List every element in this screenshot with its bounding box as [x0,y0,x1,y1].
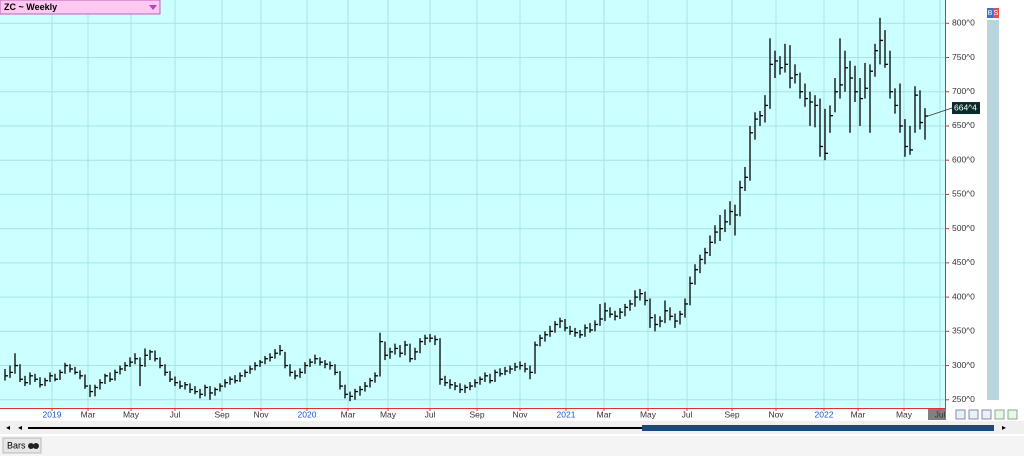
toolbar [0,436,1024,456]
current-period-box [928,409,946,420]
last-price-box [952,102,980,115]
axis-button[interactable] [968,409,979,420]
x-tick-label: Sep [214,409,229,419]
y-tick-label: 500^0 [952,223,975,233]
x-tick-label: Jul [935,409,946,419]
x-tick-label: 2022 [815,409,834,419]
y-tick-label: 400^0 [952,291,975,301]
badge-b-text: B [988,10,993,17]
x-tick-label: May [640,409,657,419]
axis-button[interactable] [994,409,1005,420]
x-tick-label: Mar [851,409,866,419]
side-strip [987,20,999,400]
x-tick-label: Jul [682,409,693,419]
x-tick-label: Sep [469,409,484,419]
y-tick-label: 750^0 [952,52,975,62]
axis-button[interactable] [981,409,992,420]
y-tick-label: 250^0 [952,394,975,404]
y-tick-label: 450^0 [952,257,975,267]
bars-icon [33,443,39,449]
scroll-thumb[interactable] [642,425,994,431]
scroll-left[interactable]: ◂ [6,423,10,432]
y-tick-label: 650^0 [952,120,975,130]
chart-title: ZC ~ Weekly [4,2,57,12]
x-tick-label: 2019 [43,409,62,419]
x-tick-label: Nov [768,409,784,419]
x-tick-label: Mar [341,409,356,419]
x-tick-label: 2021 [557,409,576,419]
last-price-pointer [927,107,953,117]
x-tick-label: Mar [597,409,612,419]
badge-s-text: S [994,10,999,17]
scroll-right[interactable]: ▸ [1002,423,1006,432]
axis-button[interactable] [955,409,966,420]
y-tick-label: 350^0 [952,326,975,336]
axis-buttons [955,409,1018,420]
x-tick-label: Sep [724,409,739,419]
plot-background [0,0,945,408]
x-tick-label: Jul [425,409,436,419]
axis-button[interactable] [1007,409,1018,420]
x-tick-label: Jul [170,409,181,419]
x-tick-label: May [380,409,397,419]
y-tick-label: 300^0 [952,360,975,370]
x-tick-label: Mar [81,409,96,419]
x-tick-label: May [896,409,913,419]
x-tick-label: Nov [512,409,528,419]
y-tick-label: 800^0 [952,18,975,28]
y-tick-label: 600^0 [952,154,975,164]
bars-label: Bars [7,440,26,450]
scroll-back[interactable]: ◂ [18,423,22,432]
bars-button[interactable] [2,437,42,454]
title-box[interactable] [0,0,161,15]
price-axis-panel [946,0,986,408]
last-price-label: 664^4 [954,102,977,112]
x-tick-label: Nov [253,409,269,419]
badge-s[interactable] [993,8,999,18]
y-tick-label: 550^0 [952,189,975,199]
title-dropdown[interactable] [149,5,157,10]
x-tick-label: May [123,409,140,419]
x-tick-label: 2020 [298,409,317,419]
bars-icon [28,443,34,449]
y-tick-label: 700^0 [952,86,975,96]
badge-b[interactable] [987,8,993,18]
